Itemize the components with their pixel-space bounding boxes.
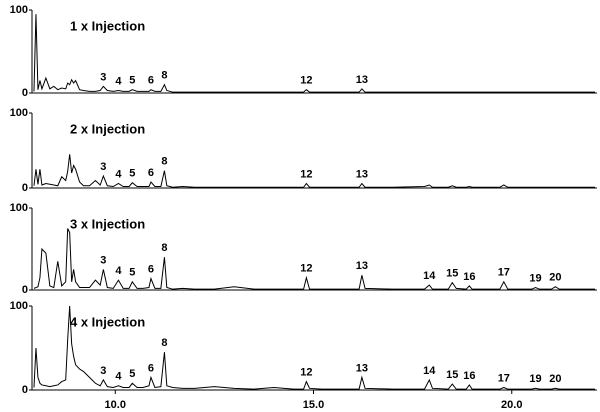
peak-label: 6 [148, 75, 154, 87]
peak-label: 20 [549, 272, 561, 284]
x-tick-label: 20.0 [501, 399, 522, 411]
peak-label: 15 [446, 369, 458, 381]
peak-label: 19 [529, 373, 541, 385]
peak-label: 3 [100, 254, 106, 266]
x-tick-label: 10.0 [105, 399, 126, 411]
y-tick-label: 100 [10, 4, 28, 16]
trace [33, 228, 596, 290]
panel-title: 3 x Injection [70, 216, 145, 231]
peak-label: 6 [148, 263, 154, 275]
panel-title: 4 x Injection [70, 314, 145, 329]
peak-label: 8 [161, 337, 167, 349]
x-tick-label: 15.0 [303, 399, 324, 411]
y-tick-label: 0 [22, 384, 28, 396]
peak-label: 16 [463, 271, 475, 283]
peak-label: 8 [161, 242, 167, 254]
peak-label: 4 [115, 371, 122, 383]
peak-label: 13 [356, 168, 368, 180]
y-tick-label: 0 [22, 182, 28, 194]
peak-label: 4 [115, 168, 122, 180]
trace [33, 14, 596, 93]
panel-title: 2 x Injection [70, 121, 145, 136]
peak-label: 5 [129, 368, 135, 380]
peak-label: 17 [498, 267, 510, 279]
peak-label: 3 [100, 365, 106, 377]
peak-label: 13 [356, 74, 368, 86]
peak-label: 8 [161, 70, 167, 82]
peak-label: 16 [463, 370, 475, 382]
y-tick-label: 0 [22, 284, 28, 296]
peak-label: 15 [446, 268, 458, 280]
peak-label: 12 [300, 263, 312, 275]
peak-label: 5 [129, 267, 135, 279]
peak-label: 6 [148, 362, 154, 374]
y-tick-label: 100 [10, 107, 28, 119]
peak-label: 12 [300, 168, 312, 180]
peak-label: 5 [129, 168, 135, 180]
peak-label: 3 [100, 71, 106, 83]
trace [33, 154, 596, 188]
trace [33, 305, 596, 390]
peak-label: 19 [529, 272, 541, 284]
y-tick-label: 100 [10, 300, 28, 312]
peak-label: 14 [423, 365, 436, 377]
peak-label: 12 [300, 75, 312, 87]
peak-label: 20 [549, 373, 561, 385]
y-tick-label: 0 [22, 87, 28, 99]
panel-title: 1 x Injection [70, 18, 145, 33]
peak-label: 4 [115, 75, 122, 87]
y-tick-label: 100 [10, 202, 28, 214]
peak-label: 8 [161, 156, 167, 168]
peak-label: 13 [356, 260, 368, 272]
peak-label: 14 [423, 270, 436, 282]
peak-label: 4 [115, 265, 122, 277]
peak-label: 13 [356, 362, 368, 374]
peak-label: 5 [129, 75, 135, 87]
peak-label: 17 [498, 372, 510, 384]
peak-label: 12 [300, 367, 312, 379]
peak-label: 3 [100, 161, 106, 173]
peak-label: 6 [148, 167, 154, 179]
